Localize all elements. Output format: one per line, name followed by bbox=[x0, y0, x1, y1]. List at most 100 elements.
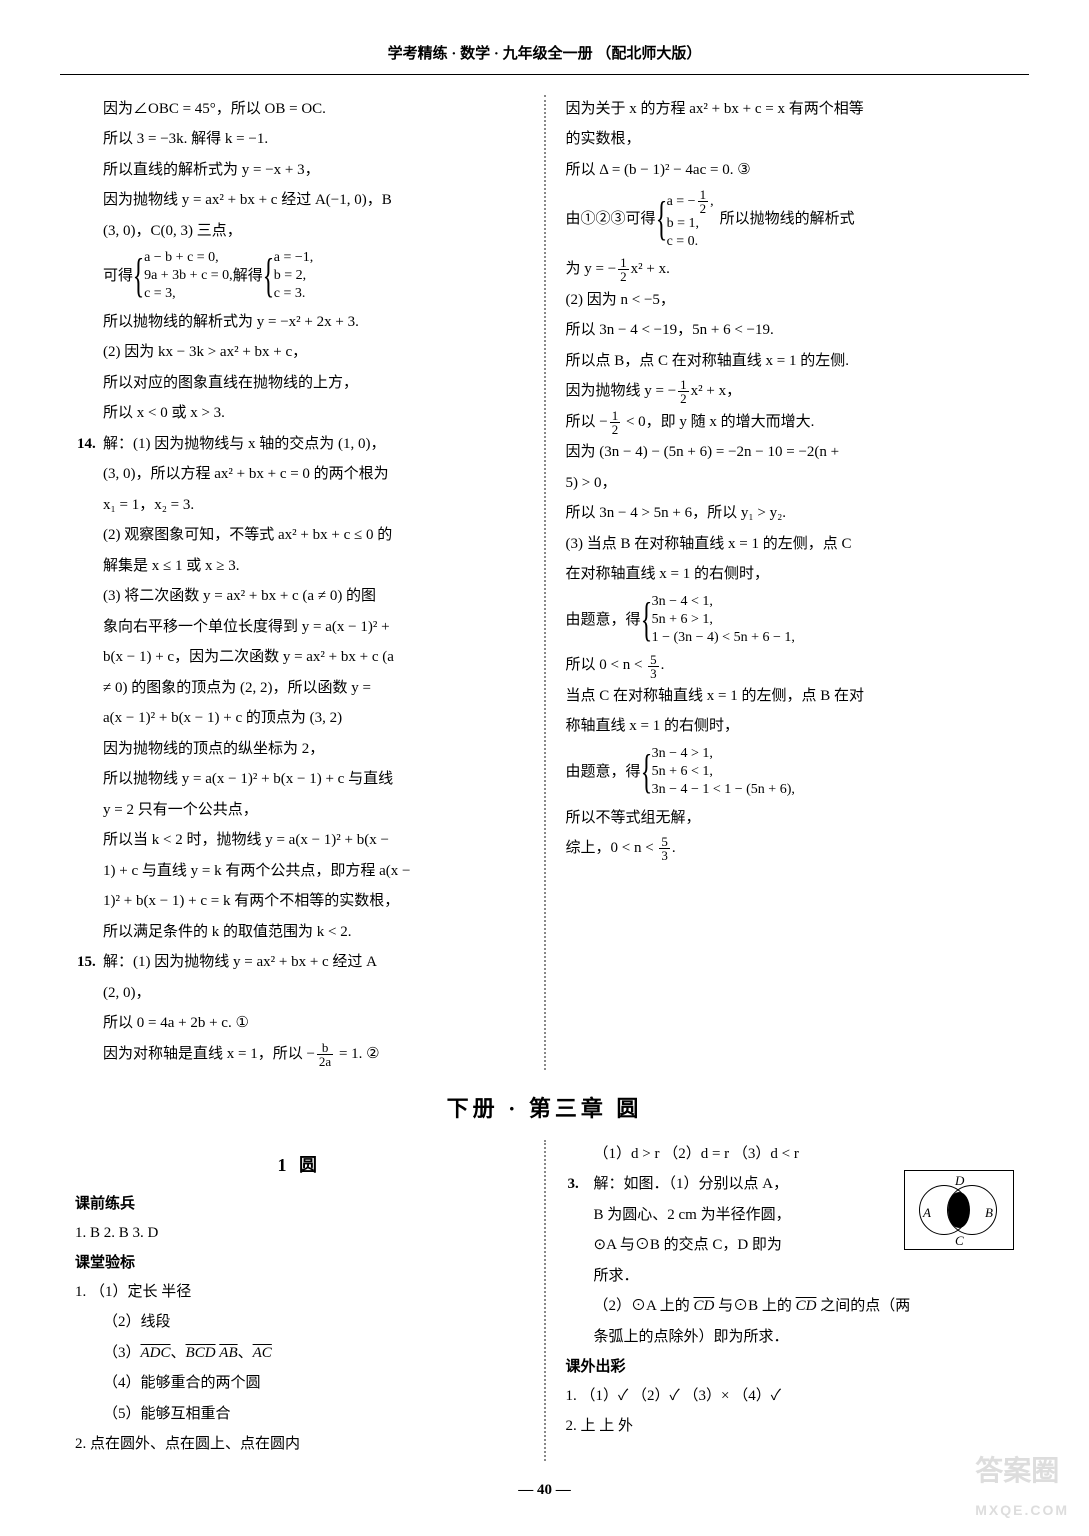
text-line: 解：如图．（1）分别以点 A， bbox=[594, 1176, 789, 1192]
column-divider bbox=[544, 1140, 546, 1461]
venn-label-a: A bbox=[923, 1201, 931, 1226]
eq-line: a = −12, bbox=[667, 194, 714, 209]
text-line: 所以不等式组无解， bbox=[566, 804, 1015, 833]
text-line: (3) 当点 B 在对称轴直线 x = 1 的左侧，点 C bbox=[566, 530, 1015, 559]
text-line: （1）d > r （2）d = r （3）d < r bbox=[566, 1140, 1015, 1169]
heading: 课前练兵 bbox=[75, 1190, 524, 1219]
brace-label: 由题意，得 bbox=[566, 606, 641, 635]
text-fragment: x² + x， bbox=[691, 383, 741, 399]
heading: 课外出彩 bbox=[566, 1353, 1015, 1382]
text-line: 1) + c 与直线 y = k 有两个公共点，即方程 a(x − bbox=[103, 857, 524, 886]
equation-system: 由①②③可得 { a = −12, b = 1, c = 0. 所以抛物线的解析… bbox=[566, 188, 1015, 251]
text-line: 所以 0 = 4a + 2b + c. ① bbox=[103, 1009, 524, 1038]
bottom-right-column: （1）d > r （2）d = r （3）d < r A B D C 3.解：如… bbox=[551, 1140, 1030, 1461]
top-columns: 因为∠OBC = 45°，所以 OB = OC. 所以 3 = −3k. 解得 … bbox=[60, 95, 1029, 1071]
text-fragment: 因为抛物线 y = − bbox=[566, 383, 677, 399]
brace-mid: 解得 bbox=[233, 262, 263, 291]
text-line: 所以直线的解析式为 y = −x + 3， bbox=[103, 156, 524, 185]
eq-line: c = 0. bbox=[667, 234, 699, 249]
text-line: x₁ = 1，x₂ = 3. bbox=[103, 491, 524, 520]
heading: 课堂验标 bbox=[75, 1249, 524, 1278]
eq-line: 5n + 6 > 1, bbox=[652, 612, 713, 627]
text-line: 5) > 0， bbox=[566, 469, 1015, 498]
eq-line: b = 1, bbox=[667, 216, 699, 231]
eq-line: 9a + 3b + c = 0, bbox=[144, 268, 233, 283]
question-14: 14.解：(1) 因为抛物线与 x 轴的交点为 (1, 0)， bbox=[103, 430, 524, 459]
text-line: 在对称轴直线 x = 1 的右侧时， bbox=[566, 560, 1015, 589]
text-line: 1. （1）✓ （2）✓ （3）× （4）✓ bbox=[566, 1382, 1015, 1411]
text-line: 当点 C 在对称轴直线 x = 1 的左侧，点 B 在对 bbox=[566, 682, 1015, 711]
text-line: (2) 因为 kx − 3k > ax² + bx + c， bbox=[103, 338, 524, 367]
bottom-left-column: 1 圆 课前练兵 1. B 2. B 3. D 课堂验标 1. （1）定长 半径… bbox=[60, 1140, 539, 1461]
text-line: 所以 3 = −3k. 解得 k = −1. bbox=[103, 125, 524, 154]
eq-line: c = 3. bbox=[274, 286, 306, 301]
fraction: 53 bbox=[659, 835, 670, 862]
brace-icon: { bbox=[655, 199, 667, 240]
text-line: 因为抛物线的顶点的纵坐标为 2， bbox=[103, 735, 524, 764]
fraction: 53 bbox=[648, 653, 659, 680]
equation-system: 由题意，得 { 3n − 4 < 1, 5n + 6 > 1, 1 − (3n … bbox=[566, 593, 1015, 648]
text-line: （3）ADC、BCD AB、AC bbox=[75, 1339, 524, 1368]
eq-line: a = −1, bbox=[274, 250, 314, 265]
q-number: 15. bbox=[77, 948, 103, 977]
text-line: 1. （1）定长 半径 bbox=[75, 1278, 524, 1307]
text-line: （2）线段 bbox=[75, 1308, 524, 1337]
text-line: （5）能够互相重合 bbox=[75, 1400, 524, 1429]
brace-icon: { bbox=[640, 600, 652, 641]
text-fragment: < 0，即 y 随 x 的增大而增大. bbox=[622, 414, 814, 430]
text-line: (3, 0)，所以方程 ax² + bx + c = 0 的两个根为 bbox=[103, 460, 524, 489]
eq-line: 3n − 4 > 1, bbox=[652, 746, 713, 761]
text-line: 解：(1) 因为抛物线与 x 轴的交点为 (1, 0)， bbox=[103, 436, 385, 452]
text-line: 所以 Δ = (b − 1)² − 4ac = 0. ③ bbox=[566, 156, 1015, 185]
fraction: 12 bbox=[618, 256, 629, 283]
fraction: b2a bbox=[317, 1041, 333, 1068]
text-line: 2. 点在圆外、点在圆上、点在圆内 bbox=[75, 1430, 524, 1459]
text-line: 1. B 2. B 3. D bbox=[75, 1219, 524, 1248]
text-line: 2. 上 上 外 bbox=[566, 1412, 1015, 1441]
eq-line: c = 3, bbox=[144, 286, 176, 301]
text-fragment: = 1. ② bbox=[335, 1046, 379, 1062]
text-fragment: 所以 − bbox=[566, 414, 608, 430]
text-line: 所以 −12 < 0，即 y 随 x 的增大而增大. bbox=[566, 408, 1015, 437]
text-line: 因为对称轴是直线 x = 1，所以 −b2a = 1. ② bbox=[103, 1040, 524, 1069]
text-line: 因为 (3n − 4) − (5n + 6) = −2n − 10 = −2(n… bbox=[566, 438, 1015, 467]
text-line: y = 2 只有一个公共点， bbox=[103, 796, 524, 825]
text-line: 所以 3n − 4 < −19，5n + 6 < −19. bbox=[566, 316, 1015, 345]
venn-label-b: B bbox=[985, 1201, 993, 1226]
text-line: 解集是 x ≤ 1 或 x ≥ 3. bbox=[103, 552, 524, 581]
text-line: 因为抛物线 y = −12x² + x， bbox=[566, 377, 1015, 406]
text-line: (2) 观察图象可知，不等式 ax² + bx + c ≤ 0 的 bbox=[103, 521, 524, 550]
text-line: 1)² + b(x − 1) + c = k 有两个不相等的实数根， bbox=[103, 887, 524, 916]
text-line: 所以满足条件的 k 的取值范围为 k < 2. bbox=[103, 918, 524, 947]
text-line: 解：(1) 因为抛物线 y = ax² + bx + c 经过 A bbox=[103, 954, 377, 970]
text-line: （4）能够重合的两个圆 bbox=[75, 1369, 524, 1398]
eq-line: b = 2, bbox=[274, 268, 306, 283]
brace-label: 由题意，得 bbox=[566, 758, 641, 787]
venn-diagram: A B D C bbox=[904, 1170, 1014, 1250]
text-line: 因为∠OBC = 45°，所以 OB = OC. bbox=[103, 95, 524, 124]
text-fragment: . bbox=[661, 657, 665, 673]
text-fragment: 为 y = − bbox=[566, 261, 617, 277]
bottom-columns: 1 圆 课前练兵 1. B 2. B 3. D 课堂验标 1. （1）定长 半径… bbox=[60, 1140, 1029, 1461]
eq-line: 3n − 4 < 1, bbox=[652, 594, 713, 609]
text-line: 所以对应的图象直线在抛物线的上方， bbox=[103, 369, 524, 398]
brace-label: 由①②③可得 bbox=[566, 205, 656, 234]
text-line: 所求． bbox=[594, 1262, 1015, 1291]
text-line: 所以当 k < 2 时，抛物线 y = a(x − 1)² + b(x − bbox=[103, 826, 524, 855]
fraction: 12 bbox=[610, 409, 621, 436]
column-divider bbox=[544, 95, 546, 1071]
text-fragment: 因为对称轴是直线 x = 1，所以 − bbox=[103, 1046, 315, 1062]
text-line: a(x − 1)² + b(x − 1) + c 的顶点为 (3, 2) bbox=[103, 704, 524, 733]
eq-line: 1 − (3n − 4) < 5n + 6 − 1, bbox=[652, 630, 795, 645]
text-line: (2, 0)， bbox=[103, 979, 524, 1008]
text-line: 所以点 B，点 C 在对称轴直线 x = 1 的左侧. bbox=[566, 347, 1015, 376]
text-line: （2）⊙A 上的 CD 与⊙B 上的 CD 之间的点（两 bbox=[594, 1292, 1015, 1321]
text-fragment: 所以抛物线的解析式 bbox=[720, 205, 855, 234]
text-fragment: x² + x. bbox=[631, 261, 670, 277]
section-title: 1 圆 bbox=[75, 1148, 524, 1182]
text-line: 所以抛物线的解析式为 y = −x² + 2x + 3. bbox=[103, 308, 524, 337]
text-line: 的实数根， bbox=[566, 125, 1015, 154]
text-line: 称轴直线 x = 1 的右侧时， bbox=[566, 712, 1015, 741]
eq-line: 3n − 4 − 1 < 1 − (5n + 6), bbox=[652, 782, 795, 797]
text-line: ≠ 0) 的图象的顶点为 (2, 2)，所以函数 y = bbox=[103, 674, 524, 703]
